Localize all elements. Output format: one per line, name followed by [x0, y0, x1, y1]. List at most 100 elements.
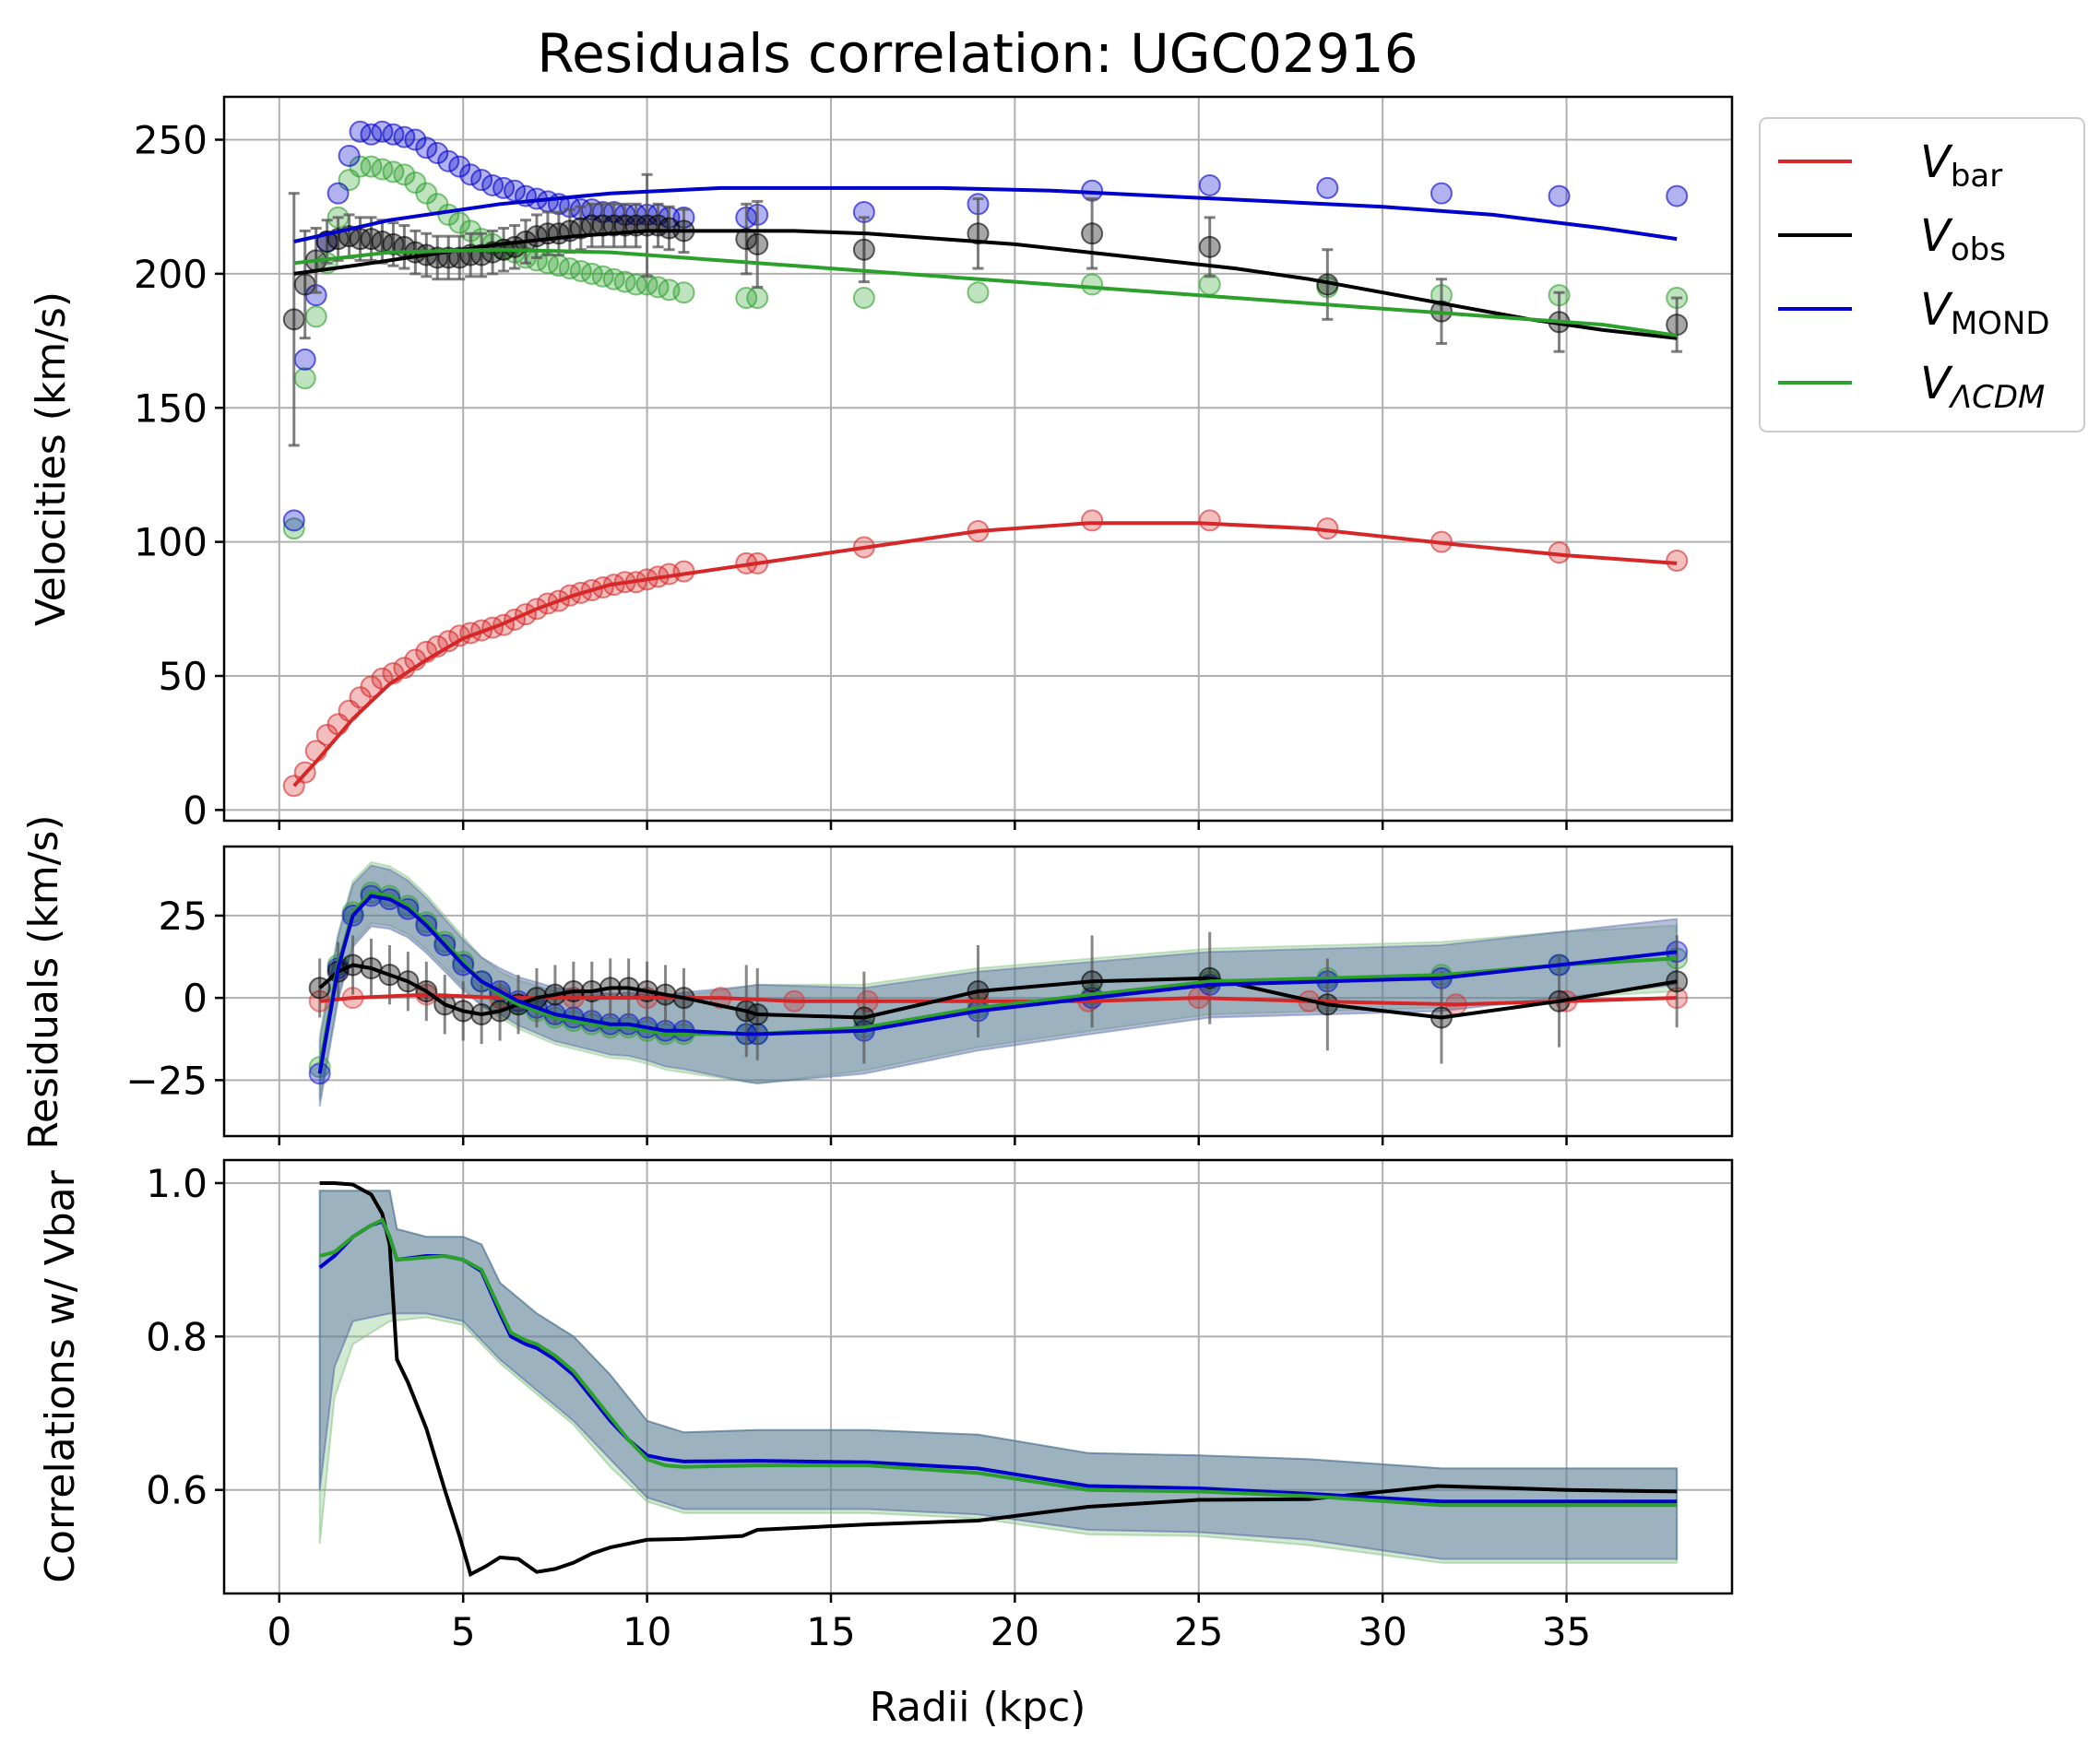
lcdm-curve	[293, 247, 1678, 338]
mond-point	[282, 509, 305, 532]
obs-errorbar	[487, 229, 499, 276]
y-tick-label: 50	[159, 654, 208, 699]
obs-errorbar	[509, 224, 521, 270]
correlations-ylabel: Correlations w/ Vbar	[37, 1169, 84, 1582]
obs-errorbar	[552, 210, 564, 257]
obs-point	[852, 238, 875, 261]
legend-item-mond: VMOND	[1778, 284, 2050, 342]
obs-errorbar	[1671, 296, 1683, 353]
mond-point	[1666, 184, 1689, 207]
y-tick-label: 200	[134, 252, 208, 297]
bar-point	[1666, 549, 1689, 572]
mond-point	[293, 348, 316, 371]
x-tick-label: 5	[451, 1609, 476, 1654]
lcdm-point	[304, 305, 327, 328]
obs-errorbar	[476, 231, 488, 278]
y-tick-label: 25	[159, 894, 208, 939]
obs-errorbar	[652, 202, 664, 249]
velocities-ylabel: Velocities (km/s)	[28, 291, 75, 626]
obs-point	[746, 232, 769, 255]
obs-point	[1198, 235, 1221, 258]
residuals-ylabel: Residuals (km/s)	[20, 814, 67, 1149]
obs-correlation-curve	[319, 1181, 1678, 1578]
x-tick-label: 15	[806, 1609, 855, 1654]
bar-curve	[292, 521, 1678, 788]
chart-title: Residuals correlation: UGC02916	[537, 22, 1418, 85]
y-tick-label: 1.0	[146, 1161, 208, 1206]
x-tick-label: 10	[623, 1609, 671, 1654]
axes-frame	[222, 845, 1734, 1138]
obs-point	[1081, 222, 1104, 245]
obs-errorbar	[972, 196, 984, 270]
mond-point	[1548, 184, 1571, 207]
y-tick-label: 0	[183, 976, 208, 1021]
mond-point	[437, 149, 460, 172]
axes-frame	[222, 95, 1734, 823]
legend-label: VMOND	[1920, 284, 2050, 342]
obs-errorbar	[454, 234, 466, 281]
lcdm-point	[967, 281, 990, 304]
x-tick-label: 25	[1174, 1609, 1223, 1654]
mond-point	[1198, 173, 1221, 196]
x-axis-label: Radii (kpc)	[870, 1684, 1086, 1731]
obs-errorbar	[663, 205, 675, 252]
x-tick-label: 30	[1358, 1609, 1406, 1654]
y-tick-label: 250	[134, 118, 208, 163]
bar-point	[1081, 509, 1104, 532]
y-tick-label: 150	[134, 385, 208, 431]
legend-frame	[1759, 117, 2085, 432]
obs-errorbar	[575, 205, 587, 252]
y-tick-label: −25	[125, 1058, 208, 1103]
obs-point	[282, 308, 305, 331]
velocities-panel: 0 50 100 150 200 250	[134, 95, 1734, 833]
bar-point	[1198, 509, 1221, 532]
lcdm-point	[393, 163, 416, 186]
obs-curve	[293, 229, 1678, 340]
mond-point	[426, 142, 449, 165]
mond-point	[404, 128, 427, 151]
lcdm-correlation-curve	[319, 1217, 1678, 1508]
y-tick-label: 0.8	[146, 1314, 208, 1359]
x-tick-label: 0	[267, 1609, 291, 1654]
mond-point	[1316, 176, 1339, 199]
mond-correlation-band	[318, 1190, 1679, 1560]
obs-errorbar	[299, 229, 311, 340]
obs-errorbar	[1322, 248, 1334, 321]
bar-point	[360, 675, 383, 698]
axes-frame	[222, 1158, 1734, 1595]
mond-residual-band	[318, 864, 1679, 1107]
x-tick-label: 20	[991, 1609, 1039, 1654]
mond-point	[326, 182, 350, 205]
y-tick-label: 100	[134, 520, 208, 565]
x-tick-label: 35	[1542, 1609, 1591, 1654]
mond-point	[448, 155, 471, 178]
y-tick-label: 0	[183, 788, 208, 833]
mond-point	[470, 169, 493, 192]
obs-point	[967, 222, 990, 245]
lcdm-point	[448, 211, 471, 234]
lcdm-point	[672, 281, 695, 304]
lcdm-point	[746, 287, 769, 310]
obs-residual-curve	[318, 963, 1678, 1020]
lcdm-point	[1081, 273, 1104, 296]
obs-point	[1666, 314, 1689, 337]
mond-residual-curve	[317, 894, 1678, 1074]
obs-errorbar	[288, 192, 300, 447]
mond-curve	[293, 185, 1678, 243]
obs-errorbar	[1086, 196, 1098, 270]
y-tick-label: 0.6	[146, 1468, 208, 1513]
obs-errorbar	[321, 219, 333, 265]
mond-point	[338, 144, 361, 167]
correlations-panel: 0.6 0.8 1.0 0 5 10 15 20 25 30 35	[146, 1158, 1734, 1654]
residuals-panel: −25 0 25	[125, 845, 1734, 1145]
lcdm-point	[852, 287, 875, 310]
bar-residual-curve	[319, 992, 1678, 1007]
lcdm-point	[293, 367, 316, 390]
obs-errorbar	[752, 199, 764, 289]
obs-errorbar	[398, 224, 410, 270]
mond-point	[415, 136, 438, 160]
mond-point	[459, 163, 482, 186]
lcdm-residual-curve	[317, 890, 1678, 1068]
